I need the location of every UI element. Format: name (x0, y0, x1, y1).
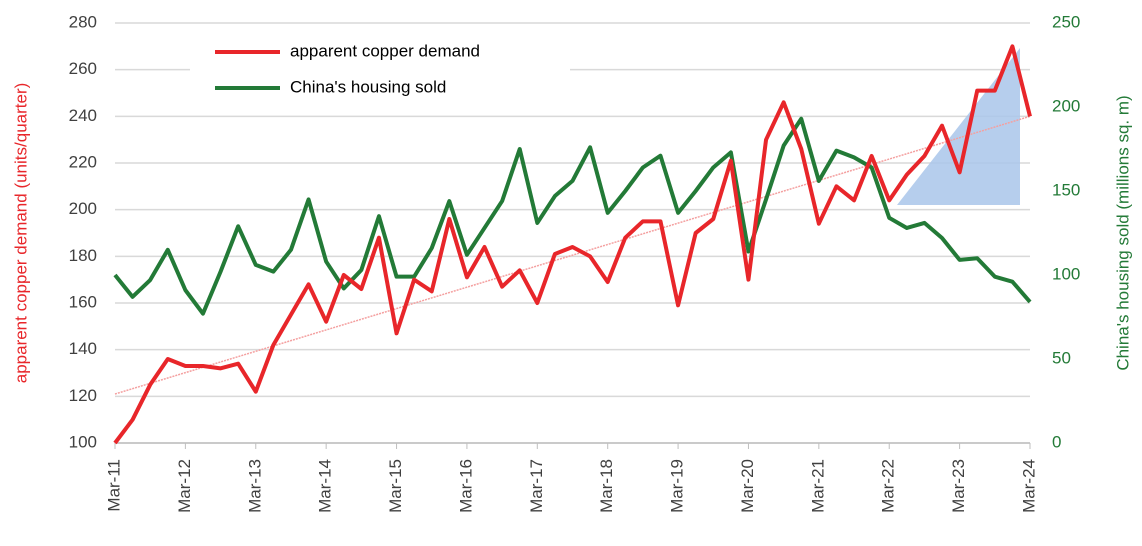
y2-tick-label: 200 (1052, 96, 1080, 115)
x-tick-label: Mar-17 (527, 459, 546, 513)
y-tick-label: 140 (69, 339, 97, 358)
y-axis-title: apparent copper demand (units/quarter) (11, 83, 30, 384)
x-tick-label: Mar-11 (104, 459, 123, 512)
x-tick-label: Mar-23 (949, 459, 968, 513)
y2-tick-label: 100 (1052, 264, 1080, 283)
legend-box (190, 33, 570, 108)
y-tick-label: 160 (69, 292, 97, 311)
x-tick-label: Mar-12 (175, 459, 194, 513)
y2-tick-label: 50 (1052, 348, 1071, 367)
legend-label: China's housing sold (290, 77, 446, 96)
trend-line (114, 115, 1031, 395)
x-tick-label: Mar-21 (808, 459, 827, 513)
y-tick-label: 240 (69, 106, 97, 125)
y-tick-label: 260 (69, 59, 97, 78)
x-tick-label: Mar-13 (245, 459, 264, 513)
data-line (113, 44, 1032, 445)
x-tick-label: Mar-16 (456, 459, 475, 513)
y-tick-label: 120 (69, 386, 97, 405)
legend-label: apparent copper demand (290, 41, 480, 60)
y2-tick-label: 150 (1052, 180, 1080, 199)
y-tick-label: 220 (69, 152, 97, 171)
highlight-area (897, 48, 1020, 205)
y-tick-label: 200 (69, 199, 97, 218)
y2-tick-label: 250 (1052, 12, 1080, 31)
x-tick-label: Mar-15 (386, 459, 405, 513)
y-tick-label: 280 (69, 12, 97, 31)
y2-tick-label: 0 (1052, 432, 1061, 451)
x-tick-label: Mar-19 (668, 459, 687, 513)
y-tick-label: 100 (69, 432, 97, 451)
y-tick-label: 180 (69, 246, 97, 265)
x-tick-label: Mar-18 (597, 459, 616, 513)
x-tick-label: Mar-20 (738, 459, 757, 513)
x-tick-label: Mar-24 (1019, 459, 1038, 513)
x-tick-label: Mar-14 (316, 459, 335, 513)
data-line (113, 116, 1032, 316)
x-tick-label: Mar-22 (879, 459, 898, 513)
y2-axis-title: China's housing sold (millions sq. m) (1113, 95, 1132, 370)
